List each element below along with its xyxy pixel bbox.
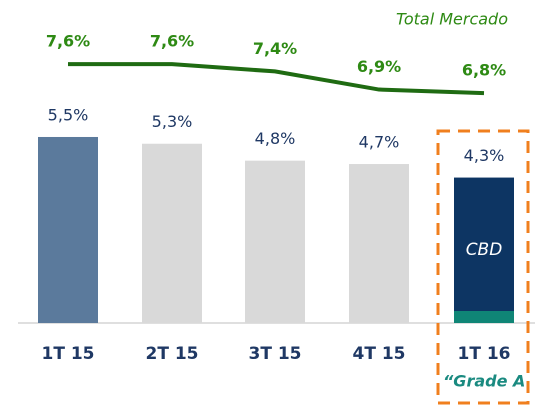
bar-value-label: 5,3% [152,112,193,131]
x-tick-label: 1T 15 [41,344,94,364]
bar-accent [454,311,514,323]
bar-value-label: 4,3% [464,146,505,165]
line-value-label: 7,6% [46,32,90,51]
bar-value-label: 5,5% [48,105,89,124]
bar [38,136,98,323]
line-legend: Total Mercado [396,10,508,29]
bar [349,164,409,323]
x-tick-label: 2T 15 [145,344,198,364]
line [68,62,485,96]
x-tick-label: 3T 15 [248,344,301,364]
annotation: “Grade A [443,372,525,391]
highlight-box [436,129,530,405]
line-value-label: 7,6% [150,32,194,51]
line-value-label: 6,9% [357,57,401,76]
bar-value-label: 4,8% [255,129,296,148]
x-tick-label: 1T 16 [457,344,510,364]
x-tick-label: 4T 15 [352,344,405,364]
bar-annotation: CBD [466,240,503,260]
bar [245,160,305,323]
line-value-label: 7,4% [253,39,297,58]
bar [454,177,514,323]
line-value-label: 6,8% [462,61,506,80]
bar-value-label: 4,7% [359,133,400,152]
bar [142,143,202,323]
